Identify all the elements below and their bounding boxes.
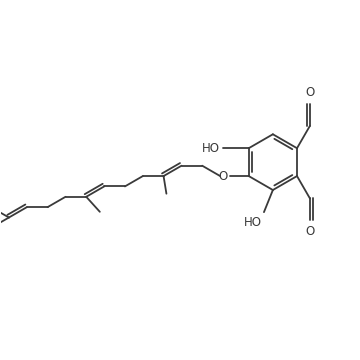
Text: O: O xyxy=(219,170,228,183)
Text: O: O xyxy=(305,86,315,99)
Text: HO: HO xyxy=(202,142,220,155)
Text: HO: HO xyxy=(244,216,262,229)
Text: O: O xyxy=(305,225,315,238)
